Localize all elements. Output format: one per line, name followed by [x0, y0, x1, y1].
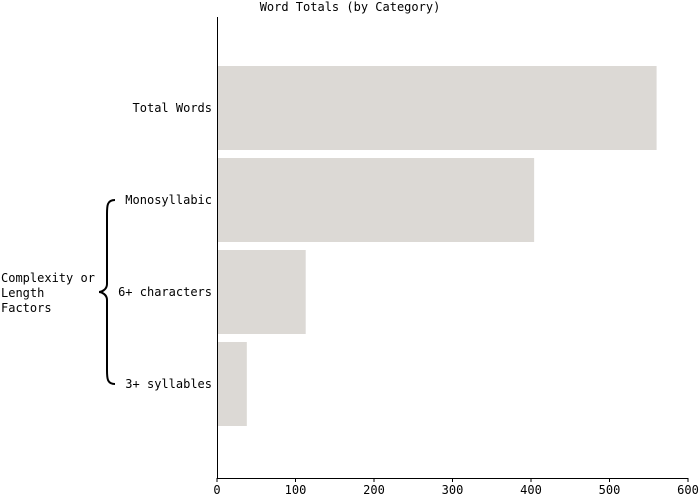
- group-bracket-label-line: Length: [1, 286, 44, 300]
- category-label: 3+ syllables: [125, 377, 212, 391]
- x-tick-label: 200: [363, 483, 385, 497]
- category-label: 6+ characters: [118, 285, 212, 299]
- x-tick-label: 0: [213, 483, 220, 497]
- group-bracket-label: Complexity or Length Factors: [1, 271, 95, 315]
- x-tick-label: 300: [442, 483, 464, 497]
- bars-group: [218, 66, 657, 426]
- group-bracket-label-line: Factors: [1, 301, 52, 315]
- bar-1: [218, 158, 535, 242]
- bar-3: [218, 342, 247, 426]
- x-tick-label: 400: [520, 483, 542, 497]
- chart-title: Word Totals (by Category): [260, 0, 441, 14]
- group-bracket-label-line: Complexity or: [1, 271, 95, 285]
- category-labels: Total Words Monosyllabic 6+ characters 3+ s…: [118, 101, 212, 391]
- bar-2: [218, 250, 306, 334]
- x-axis-ticks: 0 100 200 300 400 500 600: [213, 478, 699, 497]
- category-label: Total Words: [133, 101, 212, 115]
- x-tick-label: 600: [677, 483, 699, 497]
- bar-0: [218, 66, 657, 150]
- x-tick-label: 500: [599, 483, 621, 497]
- x-tick-label: 100: [285, 483, 307, 497]
- group-bracket: [98, 199, 116, 385]
- category-label: Monosyllabic: [125, 193, 212, 207]
